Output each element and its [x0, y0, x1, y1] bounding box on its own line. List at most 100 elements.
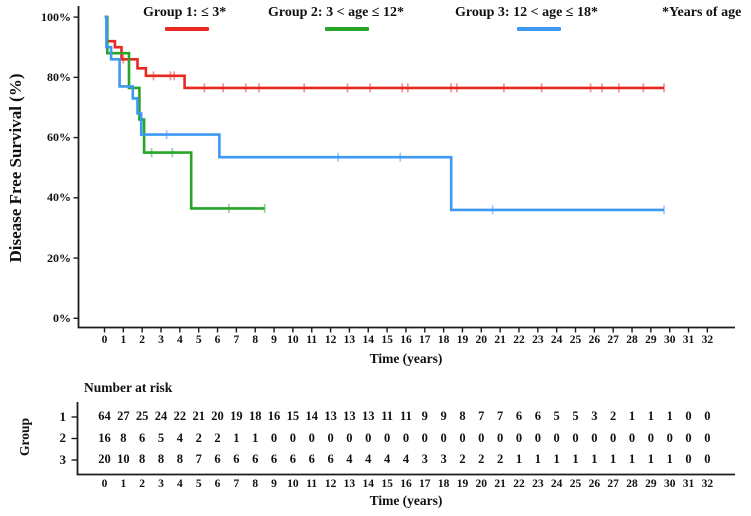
legend-item-group3-label: Group 3: 12 < age ≤ 18*: [455, 5, 598, 20]
x-tick-label: 13: [343, 333, 356, 346]
risk-value-g1-t12: 13: [324, 409, 337, 423]
y-tick-label: 20%: [47, 250, 71, 265]
risk-x-tick-label: 1: [120, 477, 127, 490]
x-tick-label: 14: [362, 333, 375, 346]
x-axis-label-main: Time (years): [369, 351, 443, 366]
risk-value-g2-t7: 1: [233, 430, 240, 445]
risk-value-g1-t7: 19: [230, 409, 243, 423]
y-tick-label: 40%: [47, 190, 71, 205]
risk-value-g1-t14: 13: [362, 409, 375, 423]
risk-value-g3-t25: 1: [572, 452, 579, 466]
risk-value-g2-t0: 16: [98, 430, 111, 445]
risk-x-tick-label: 4: [176, 477, 183, 490]
risk-value-g1-t2: 25: [135, 409, 149, 423]
risk-value-g1-t1: 27: [117, 409, 130, 423]
risk-value-g2-t26: 0: [591, 430, 598, 445]
risk-x-tick-label: 11: [306, 477, 318, 490]
risk-value-g2-t16: 0: [402, 430, 410, 445]
survival-curve-group1: [104, 15, 664, 90]
risk-value-g3-t31: 0: [685, 452, 692, 466]
legend-line-group1: [165, 27, 209, 31]
risk-value-g3-t22: 1: [515, 452, 523, 466]
risk-value-g1-t4: 22: [173, 409, 187, 423]
risk-value-g2-t2: 6: [139, 430, 146, 445]
x-tick-label: 24: [550, 333, 563, 346]
risk-value-g3-t17: 3: [421, 452, 428, 466]
legend-line-group2: [325, 27, 369, 31]
risk-value-g3-t4: 8: [176, 452, 183, 466]
legend-item-group1-label: Group 1: ≤ 3*: [143, 5, 227, 20]
x-tick-label: 30: [663, 333, 676, 346]
risk-value-g3-t5: 7: [195, 452, 202, 466]
risk-value-g1-t3: 24: [154, 409, 168, 423]
x-tick-label: 31: [682, 333, 695, 346]
group-axis-label: Group: [17, 418, 32, 457]
risk-x-tick-label: 29: [645, 477, 657, 490]
risk-x-tick-label: 23: [532, 477, 544, 490]
y-tick-label: 80%: [47, 69, 71, 84]
risk-x-tick-label: 12: [324, 477, 337, 490]
risk-value-g3-t6: 6: [214, 452, 221, 466]
risk-row-label-group2: 2: [59, 430, 67, 445]
risk-value-g1-t16: 11: [400, 409, 412, 423]
x-tick-label: 29: [645, 333, 657, 346]
y-tick-label: 100%: [41, 9, 71, 24]
risk-value-g1-t24: 5: [553, 409, 560, 423]
risk-value-g1-t30: 1: [666, 409, 673, 423]
risk-value-g1-t8: 18: [248, 409, 262, 423]
risk-value-g1-t15: 11: [381, 409, 393, 423]
risk-value-g2-t24: 0: [553, 430, 560, 445]
risk-value-g2-t17: 0: [421, 430, 428, 445]
x-tick-label: 5: [195, 333, 202, 346]
risk-value-g1-t13: 13: [343, 409, 356, 423]
risk-x-tick-label: 24: [550, 477, 563, 490]
risk-value-g2-t28: 0: [628, 430, 636, 445]
risk-value-g3-t24: 1: [553, 452, 560, 466]
x-tick-label: 16: [400, 333, 412, 346]
x-tick-label: 7: [233, 333, 240, 346]
risk-value-g1-t29: 1: [647, 409, 654, 423]
risk-value-g2-t25: 0: [572, 430, 579, 445]
risk-value-g3-t29: 1: [647, 452, 654, 466]
risk-value-g2-t4: 4: [176, 430, 183, 445]
risk-x-tick-label: 21: [494, 477, 506, 490]
x-axis-label-risk-table: Time (years): [369, 493, 443, 508]
x-tick-label: 6: [214, 333, 221, 346]
risk-value-g2-t6: 2: [214, 430, 221, 445]
risk-value-g3-t30: 1: [666, 452, 673, 466]
survival-curve-group3: [104, 15, 664, 212]
x-tick-label: 20: [475, 333, 488, 346]
risk-value-g2-t29: 0: [647, 430, 654, 445]
legend-item-group2-label: Group 2: 3 < age ≤ 12*: [268, 5, 404, 20]
x-tick-label: 26: [588, 333, 601, 346]
x-tick-label: 10: [287, 333, 299, 346]
y-tick-label: 60%: [47, 130, 71, 145]
risk-value-g3-t27: 1: [610, 452, 617, 466]
risk-x-tick-label: 15: [381, 477, 393, 490]
risk-x-tick-label: 10: [287, 477, 299, 490]
risk-value-g3-t32: 0: [704, 452, 711, 466]
risk-value-g2-t31: 0: [685, 430, 692, 445]
risk-value-g2-t11: 0: [308, 430, 315, 445]
risk-value-g3-t11: 6: [308, 452, 315, 466]
risk-value-g3-t23: 1: [534, 452, 541, 466]
x-tick-label: 19: [456, 333, 469, 346]
risk-value-g3-t8: 6: [252, 452, 259, 466]
risk-x-tick-label: 25: [569, 477, 582, 490]
risk-value-g3-t18: 3: [440, 452, 447, 466]
x-tick-label: 17: [419, 333, 431, 346]
risk-value-g1-t17: 9: [421, 409, 428, 423]
risk-value-g1-t26: 3: [591, 409, 598, 423]
legend-line-group3: [517, 27, 561, 31]
risk-value-g3-t16: 4: [402, 452, 410, 466]
risk-x-tick-label: 22: [513, 477, 525, 490]
x-tick-label: 8: [252, 333, 259, 346]
risk-x-tick-label: 16: [400, 477, 412, 490]
risk-x-tick-label: 27: [607, 477, 619, 490]
plot-axes: [77, 6, 735, 329]
risk-value-g2-t19: 0: [459, 430, 466, 445]
risk-x-tick-label: 6: [214, 477, 221, 490]
x-tick-label: 18: [437, 333, 450, 346]
